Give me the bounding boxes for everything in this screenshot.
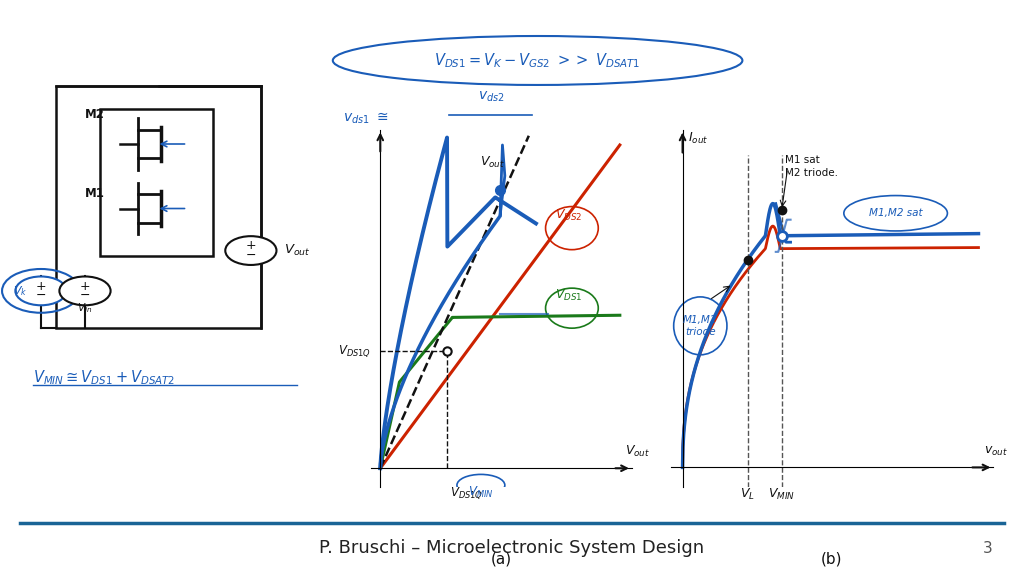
Text: $(g_{m2} v_{d2})$: $(g_{m2} v_{d2})$ bbox=[463, 129, 520, 147]
Circle shape bbox=[15, 276, 67, 305]
Text: −: − bbox=[36, 289, 46, 302]
Text: $v_{ds2}$: $v_{ds2}$ bbox=[478, 89, 505, 104]
Text: $V_{in}$: $V_{in}$ bbox=[78, 301, 92, 315]
Text: $v_{ds1}\ \cong$: $v_{ds1}\ \cong$ bbox=[343, 111, 388, 126]
Text: $v_{out}$: $v_{out}$ bbox=[984, 445, 1009, 458]
Text: M1,M2
triode: M1,M2 triode bbox=[683, 314, 718, 337]
Text: M1: M1 bbox=[85, 187, 104, 200]
Text: $V_{MIN} \cong V_{DS1} + V_{DSAT2}$: $V_{MIN} \cong V_{DS1} + V_{DSAT2}$ bbox=[33, 368, 175, 386]
Text: $V_{out}$: $V_{out}$ bbox=[625, 444, 650, 459]
Text: $V_{out}$: $V_{out}$ bbox=[284, 243, 310, 258]
Text: −: − bbox=[80, 289, 90, 302]
Text: +: + bbox=[80, 280, 90, 293]
Circle shape bbox=[59, 276, 111, 305]
Text: $V_{DS1}$: $V_{DS1}$ bbox=[555, 289, 583, 304]
Text: +: + bbox=[36, 280, 46, 293]
Text: $V_L$: $V_L$ bbox=[740, 487, 755, 502]
Text: +: + bbox=[246, 240, 256, 252]
Text: $V_{DS1Q}$: $V_{DS1Q}$ bbox=[450, 485, 482, 501]
Text: 3: 3 bbox=[983, 541, 993, 556]
Text: (a): (a) bbox=[490, 551, 512, 566]
Bar bbox=[100, 109, 213, 256]
Text: $I_{out}$: $I_{out}$ bbox=[688, 131, 709, 146]
Text: $V_{MIN}$: $V_{MIN}$ bbox=[468, 485, 494, 501]
Bar bbox=[56, 86, 261, 328]
Text: $V_{DS2}$: $V_{DS2}$ bbox=[555, 209, 583, 223]
Text: M1 sat
M2 triode.: M1 sat M2 triode. bbox=[784, 156, 838, 178]
Text: $V_{MIN}$: $V_{MIN}$ bbox=[768, 487, 796, 502]
Text: $V_{out}$: $V_{out}$ bbox=[480, 154, 506, 169]
Text: −: − bbox=[246, 249, 256, 262]
Text: (b): (b) bbox=[821, 551, 843, 566]
Circle shape bbox=[225, 236, 276, 265]
Text: $V_k$: $V_k$ bbox=[13, 284, 28, 298]
Text: M1,M2 sat: M1,M2 sat bbox=[868, 209, 923, 218]
Text: M2: M2 bbox=[85, 108, 104, 121]
Text: P. Bruschi – Microelectronic System Design: P. Bruschi – Microelectronic System Desi… bbox=[319, 539, 705, 558]
Text: $V_{DS1Q}$: $V_{DS1Q}$ bbox=[338, 343, 371, 359]
Text: $V_{DS1} = V_K - V_{GS2}\ >>\ V_{DSAT1}$: $V_{DS1} = V_K - V_{GS2}\ >>\ V_{DSAT1}$ bbox=[434, 51, 641, 70]
